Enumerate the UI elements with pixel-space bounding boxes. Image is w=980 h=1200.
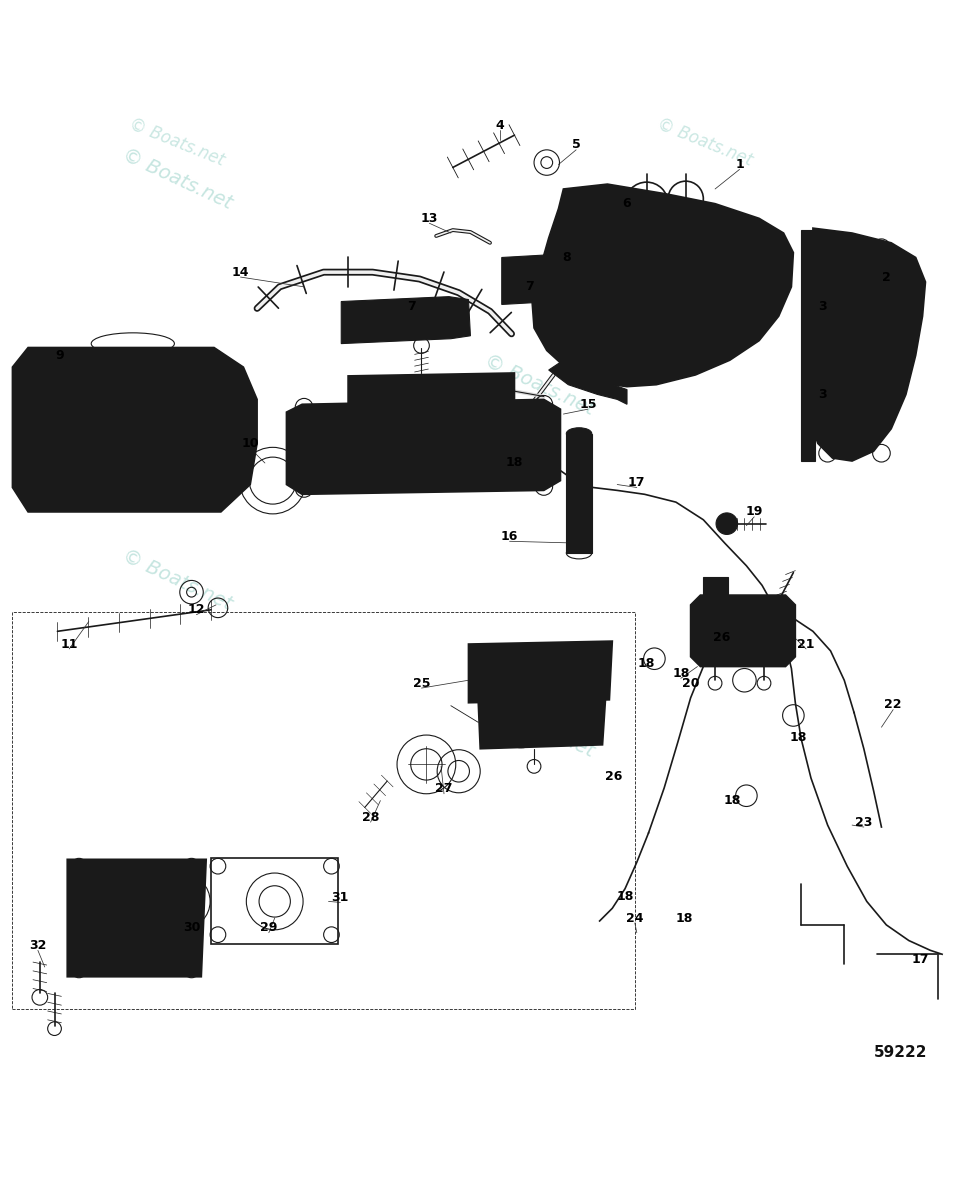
Text: 22: 22	[884, 698, 902, 712]
Text: 17: 17	[911, 953, 929, 966]
Text: 18: 18	[506, 456, 523, 469]
Text: 4: 4	[496, 119, 504, 132]
Text: © Boats.net: © Boats.net	[126, 115, 227, 169]
Text: 3: 3	[818, 300, 827, 313]
Text: 15: 15	[579, 397, 597, 410]
Circle shape	[520, 460, 534, 474]
Ellipse shape	[566, 427, 592, 439]
Text: 7: 7	[408, 300, 416, 313]
Text: 32: 32	[29, 938, 47, 952]
Polygon shape	[532, 184, 794, 386]
Polygon shape	[502, 252, 606, 305]
Text: 21: 21	[798, 637, 814, 650]
Text: 29: 29	[260, 922, 277, 935]
Text: 14: 14	[231, 265, 249, 278]
Bar	[40, 354, 184, 494]
Text: 18: 18	[790, 731, 807, 744]
Text: 20: 20	[682, 677, 700, 690]
Text: 28: 28	[362, 811, 379, 823]
Polygon shape	[348, 373, 514, 404]
Polygon shape	[802, 230, 815, 461]
Text: 26: 26	[713, 631, 731, 643]
Text: 10: 10	[241, 437, 259, 450]
Text: 18: 18	[675, 912, 693, 924]
Text: 18: 18	[724, 794, 742, 808]
Text: © Boats.net: © Boats.net	[481, 694, 597, 761]
Text: 7: 7	[524, 281, 533, 293]
Text: 17: 17	[628, 476, 646, 490]
Circle shape	[716, 512, 738, 534]
Text: 9: 9	[55, 349, 64, 362]
Text: 5: 5	[571, 138, 580, 151]
Text: 31: 31	[331, 890, 349, 904]
Bar	[704, 577, 728, 595]
Polygon shape	[549, 360, 627, 404]
Polygon shape	[809, 228, 925, 461]
Polygon shape	[468, 641, 612, 703]
Text: 24: 24	[626, 912, 644, 924]
Text: 23: 23	[856, 816, 872, 829]
Text: 6: 6	[622, 197, 631, 210]
Text: 18: 18	[616, 890, 634, 904]
Bar	[211, 858, 338, 944]
Text: 26: 26	[605, 769, 622, 782]
Text: 11: 11	[61, 637, 78, 650]
Text: © Boats.net: © Boats.net	[119, 547, 235, 614]
Polygon shape	[478, 700, 606, 749]
Text: 25: 25	[413, 677, 430, 690]
Text: © Boats.net: © Boats.net	[119, 145, 235, 212]
Polygon shape	[13, 348, 257, 512]
Text: 18: 18	[638, 658, 656, 670]
Text: 19: 19	[746, 505, 762, 518]
Text: 1: 1	[735, 158, 744, 172]
Polygon shape	[586, 204, 615, 223]
Circle shape	[807, 396, 824, 413]
Text: 59222: 59222	[874, 1045, 928, 1060]
Text: 18: 18	[672, 667, 690, 680]
Text: 2: 2	[882, 270, 891, 283]
Text: 30: 30	[183, 922, 200, 935]
Polygon shape	[286, 400, 561, 494]
Circle shape	[807, 310, 824, 326]
Text: 12: 12	[187, 604, 205, 617]
Bar	[404, 374, 461, 398]
Text: 16: 16	[501, 530, 518, 542]
Bar	[566, 433, 592, 553]
Text: 8: 8	[562, 251, 570, 264]
Text: 13: 13	[420, 212, 438, 224]
Text: 3: 3	[818, 388, 827, 401]
Text: © Boats.net: © Boats.net	[24, 378, 115, 431]
Text: © Boats.net: © Boats.net	[481, 350, 597, 419]
Polygon shape	[691, 595, 796, 666]
Polygon shape	[68, 859, 206, 977]
Text: 27: 27	[435, 782, 453, 796]
Polygon shape	[341, 296, 470, 343]
Text: © Boats.net: © Boats.net	[655, 115, 756, 169]
